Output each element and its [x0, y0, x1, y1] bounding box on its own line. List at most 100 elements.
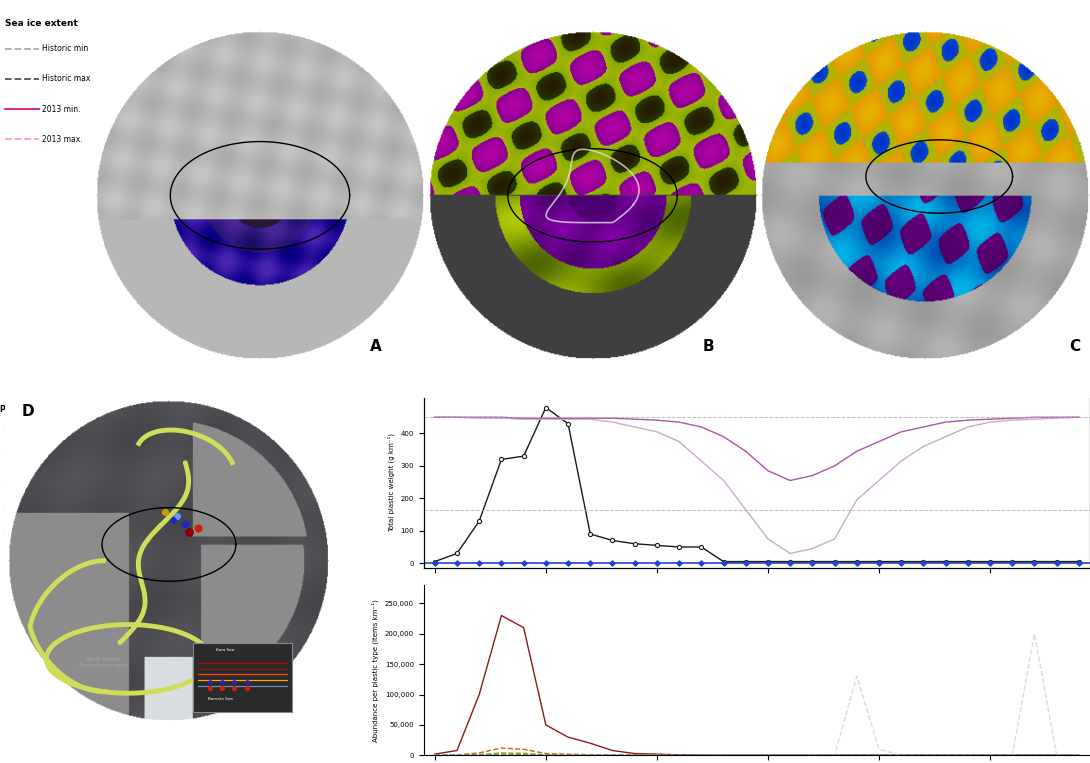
Foam: [540, 751, 553, 760]
Salinity 5 m: [540, 414, 553, 423]
Text: 60 – 100: 60 – 100: [32, 501, 64, 510]
Text: 2013 max.: 2013 max.: [41, 134, 82, 143]
Point: [649, 557, 666, 569]
Salinity 20 m: [584, 414, 597, 423]
Point: [782, 557, 799, 569]
Salinity 20 m: [606, 414, 619, 423]
Text: Historic min: Historic min: [41, 44, 88, 53]
Foam: [694, 751, 707, 760]
Salinity 20 m: [917, 423, 930, 432]
Salinity 5 m: [940, 432, 953, 441]
Point: [870, 557, 887, 569]
Plastic weight: [1073, 557, 1086, 566]
Plastic weight: [651, 541, 664, 550]
Fishing line: [428, 751, 441, 760]
Fiber: [473, 751, 486, 760]
Salinity 5 m: [895, 456, 908, 465]
Film: [784, 751, 797, 760]
Pellet/granule: [651, 751, 664, 760]
Fragment: [1006, 751, 1019, 760]
Plastic weight: [739, 557, 752, 566]
Fiber: [1073, 751, 1086, 760]
Fiber: [961, 751, 974, 760]
Foam: [917, 751, 930, 760]
Film: [628, 751, 641, 760]
Fragment: [540, 720, 553, 729]
Film: [694, 751, 707, 760]
Salinity 20 m: [651, 416, 664, 425]
Point: [715, 557, 732, 569]
Plastic weight: [561, 419, 574, 428]
Plastic weight: [628, 539, 641, 549]
Point: [214, 681, 231, 694]
Point: [559, 557, 577, 569]
Salinity 20 m: [762, 466, 775, 475]
Fragment: [651, 749, 664, 758]
Point: [214, 676, 231, 688]
Line: Salinity 5 m: Salinity 5 m: [435, 417, 1079, 553]
Fragment: [584, 739, 597, 748]
Fishing line: [1050, 751, 1063, 760]
Salinity 5 m: [961, 423, 974, 432]
Foam: [495, 750, 508, 759]
Film: [584, 750, 597, 759]
Point: [848, 557, 865, 569]
Salinity 5 m: [584, 414, 597, 423]
Plastic weight: [784, 557, 797, 566]
Fiber: [673, 751, 686, 760]
Film: [428, 751, 441, 760]
Foam: [850, 751, 863, 760]
Foam: [584, 751, 597, 760]
Plastic weight: [762, 557, 775, 566]
Fiber: [450, 751, 463, 760]
Fragment: [628, 749, 641, 758]
Plastic weight: [717, 557, 730, 566]
Point: [915, 557, 932, 569]
Film: [895, 751, 908, 760]
Salinity 20 m: [1006, 414, 1019, 423]
Fragment: [717, 751, 730, 760]
Salinity 5 m: [628, 423, 641, 432]
Point: [959, 557, 977, 569]
Film: [517, 745, 530, 754]
Salinity 5 m: [694, 456, 707, 465]
Fragment: [850, 751, 863, 760]
Pellet/granule: [584, 751, 597, 760]
Fragment: [606, 746, 619, 755]
Fragment: [828, 751, 841, 760]
Film: [606, 751, 619, 760]
Y-axis label: Total plastic weight (g km⁻¹): Total plastic weight (g km⁻¹): [387, 433, 395, 533]
Fragment: [983, 751, 996, 760]
Point: [803, 557, 821, 569]
Text: 5 – 20: 5 – 20: [32, 450, 54, 459]
Pellet/granule: [961, 751, 974, 760]
Plastic weight: [983, 557, 996, 566]
Text: 20 – 60: 20 – 60: [32, 475, 59, 485]
Film: [1073, 751, 1086, 760]
Foam: [961, 751, 974, 760]
Fiber: [762, 751, 775, 760]
Fiber: [895, 751, 908, 760]
Fragment: [495, 611, 508, 620]
Plastic weight: [606, 536, 619, 545]
Plastic weight: [961, 557, 974, 566]
Fiber: [717, 751, 730, 760]
Fishing line: [584, 751, 597, 760]
Line: Salinity 20 m: Salinity 20 m: [435, 417, 1079, 481]
Salinity 5 m: [917, 442, 930, 451]
Film: [540, 749, 553, 758]
Fishing line: [473, 750, 486, 759]
Point: [670, 557, 688, 569]
Film: [1006, 751, 1019, 760]
Film: [872, 751, 885, 760]
Point: [760, 557, 777, 569]
Text: 2013 min.: 2013 min.: [41, 105, 80, 114]
Salinity 20 m: [628, 414, 641, 423]
Point: [692, 557, 710, 569]
Salinity 20 m: [828, 462, 841, 471]
Salinity 5 m: [850, 495, 863, 504]
Foam: [1050, 751, 1063, 760]
Line: Fragment: Fragment: [435, 616, 1079, 755]
Pellet/granule: [606, 751, 619, 760]
Salinity 20 m: [806, 471, 819, 480]
